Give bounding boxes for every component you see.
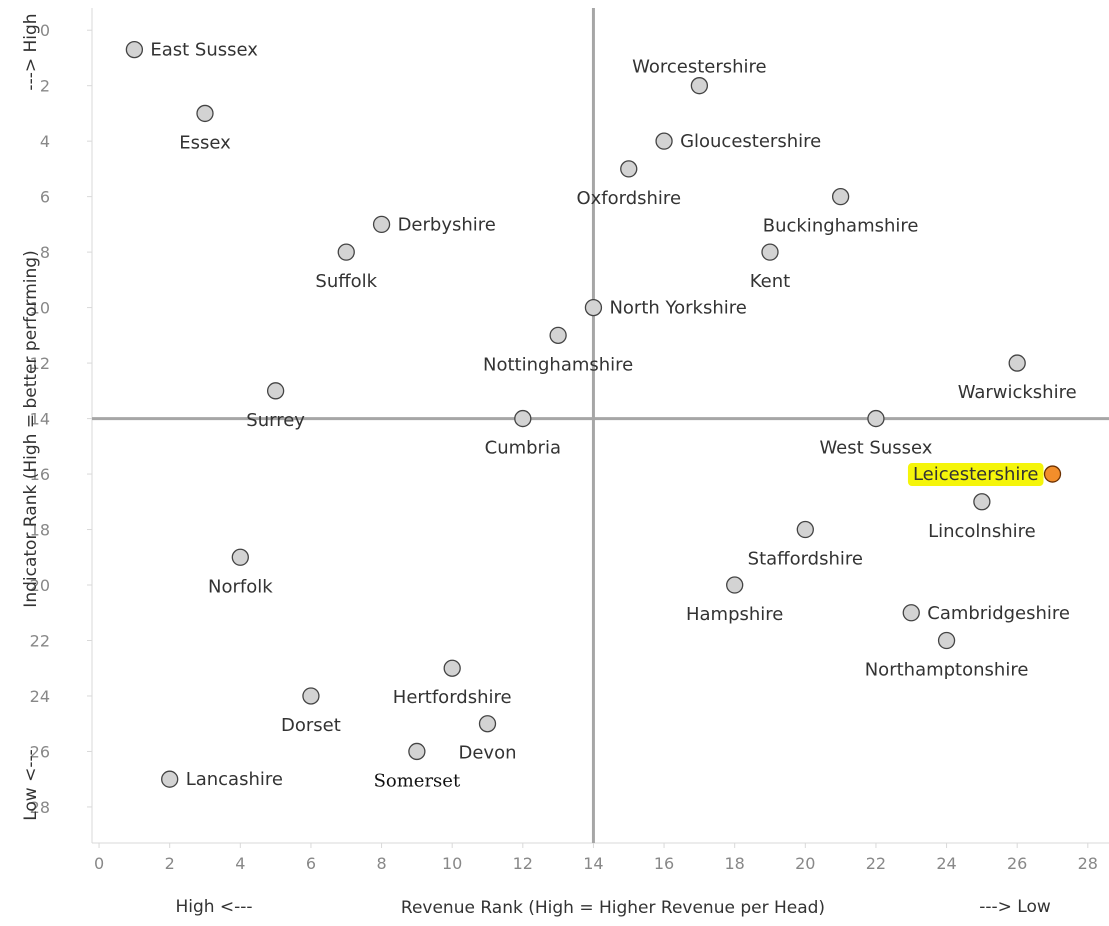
point-hertfordshire[interactable] — [443, 659, 461, 677]
label-essex: Essex — [179, 132, 231, 153]
x-axis-low-note: ---> Low — [979, 897, 1051, 917]
x-tick-label: 26 — [1007, 854, 1027, 873]
x-tick-label: 8 — [376, 854, 386, 873]
point-west-sussex[interactable] — [867, 409, 885, 428]
point-norfolk[interactable] — [231, 548, 249, 566]
y-axis-high-note: ---> High — [21, 13, 41, 90]
label-oxfordshire: Oxfordshire — [576, 188, 681, 209]
label-leicestershire: Leicestershire — [913, 464, 1039, 485]
point-cambridgeshire[interactable] — [902, 604, 920, 622]
reference-lines — [92, 8, 1109, 843]
x-tick-label: 10 — [442, 854, 462, 873]
y-tick-label: 12 — [30, 354, 50, 373]
label-surrey: Surrey — [246, 410, 305, 431]
point-cumbria[interactable] — [514, 409, 532, 428]
x-tick-label: 28 — [1078, 854, 1098, 873]
y-tick-label: 24 — [30, 687, 50, 706]
label-hertfordshire: Hertfordshire — [393, 687, 512, 708]
x-tick-label: 0 — [94, 854, 104, 873]
y-tick-label: 28 — [30, 798, 50, 817]
label-east-sussex: East Sussex — [150, 40, 258, 61]
point-buckinghamshire[interactable] — [831, 187, 850, 206]
y-tick-label: 18 — [30, 521, 50, 540]
label-hampshire: Hampshire — [686, 604, 783, 625]
data-points — [125, 40, 1062, 788]
y-tick-label: 10 — [30, 299, 50, 318]
label-somerset: Somerset — [374, 770, 461, 791]
label-kent: Kent — [750, 271, 790, 292]
y-axis-title: Indicator Rank (High = better performing… — [21, 250, 41, 607]
x-tick-label: 14 — [583, 854, 603, 873]
point-suffolk[interactable] — [337, 243, 355, 261]
y-tick-label: 16 — [30, 465, 50, 484]
point-derbyshire[interactable] — [372, 215, 391, 234]
axis-titles: Revenue Rank (High = Higher Revenue per … — [21, 13, 1051, 918]
x-tick-label: 12 — [513, 854, 533, 873]
point-warwickshire[interactable] — [1008, 354, 1026, 372]
label-buckinghamshire: Buckinghamshire — [763, 216, 919, 237]
label-staffordshire: Staffordshire — [748, 549, 863, 570]
point-northamptonshire[interactable] — [937, 631, 956, 650]
x-tick-label: 4 — [235, 854, 245, 873]
label-gloucestershire: Gloucestershire — [680, 131, 821, 152]
x-tick-label: 2 — [165, 854, 175, 873]
y-axis-low-note: Low <--- — [21, 749, 41, 821]
point-worcestershire[interactable] — [690, 77, 709, 95]
y-tick-label: 4 — [40, 132, 50, 151]
label-warwickshire: Warwickshire — [958, 382, 1077, 403]
point-kent[interactable] — [761, 243, 779, 261]
highlight-label-background — [907, 463, 1044, 487]
label-derbyshire: Derbyshire — [398, 214, 496, 235]
point-gloucestershire[interactable] — [655, 132, 673, 150]
y-tick-label: 8 — [40, 243, 50, 262]
x-tick-label: 20 — [795, 854, 815, 873]
y-tick-label: 20 — [30, 576, 50, 595]
label-nottinghamshire: Nottinghamshire — [483, 354, 633, 375]
label-devon: Devon — [458, 743, 516, 764]
label-lancashire: Lancashire — [186, 769, 283, 790]
x-axis-high-note: High <--- — [175, 897, 252, 917]
label-cambridgeshire: Cambridgeshire — [927, 603, 1070, 624]
point-lincolnshire[interactable] — [973, 493, 991, 511]
x-tick-label: 24 — [936, 854, 956, 873]
label-worcestershire: Worcestershire — [632, 57, 767, 78]
point-staffordshire[interactable] — [796, 520, 814, 539]
x-tick-label: 22 — [866, 854, 886, 873]
point-surrey[interactable] — [266, 382, 285, 400]
x-tick-label: 16 — [654, 854, 674, 873]
point-somerset[interactable] — [408, 742, 426, 761]
point-lancashire[interactable] — [161, 770, 179, 788]
y-tick-label: 14 — [30, 410, 50, 429]
label-north-yorkshire: North Yorkshire — [609, 298, 746, 319]
label-cumbria: Cumbria — [485, 438, 561, 459]
y-tick-label: 22 — [30, 631, 50, 650]
point-north-yorkshire[interactable] — [584, 298, 603, 317]
point-dorset[interactable] — [302, 687, 320, 705]
point-hampshire[interactable] — [726, 576, 744, 594]
label-northamptonshire: Northamptonshire — [865, 659, 1029, 680]
y-tick-label: 6 — [40, 188, 50, 207]
point-labels: East Sussex Essex Worcestershire Gloucester… — [150, 40, 1076, 792]
y-tick-label: 0 — [40, 21, 50, 40]
label-suffolk: Suffolk — [315, 271, 377, 292]
axes-layer: 0 2 4 6 8 10 12 14 16 18 20 22 24 26 28024681012141618… — [30, 8, 1109, 873]
x-tick-label: 18 — [725, 854, 745, 873]
y-tick-label: 26 — [30, 742, 50, 761]
y-tick-label: 2 — [40, 77, 50, 96]
label-lincolnshire: Lincolnshire — [928, 521, 1036, 542]
x-axis-title: Revenue Rank (High = Higher Revenue per … — [401, 898, 825, 918]
label-west-sussex: West Sussex — [819, 438, 932, 459]
x-tick-label: 6 — [306, 854, 316, 873]
point-oxfordshire[interactable] — [620, 160, 638, 178]
label-dorset: Dorset — [281, 715, 341, 736]
point-essex[interactable] — [196, 104, 214, 123]
point-nottinghamshire[interactable] — [549, 326, 567, 344]
point-devon[interactable] — [478, 715, 497, 733]
label-norfolk: Norfolk — [208, 576, 273, 597]
point-leicestershire[interactable] — [1043, 465, 1062, 483]
point-east-sussex[interactable] — [125, 40, 144, 59]
